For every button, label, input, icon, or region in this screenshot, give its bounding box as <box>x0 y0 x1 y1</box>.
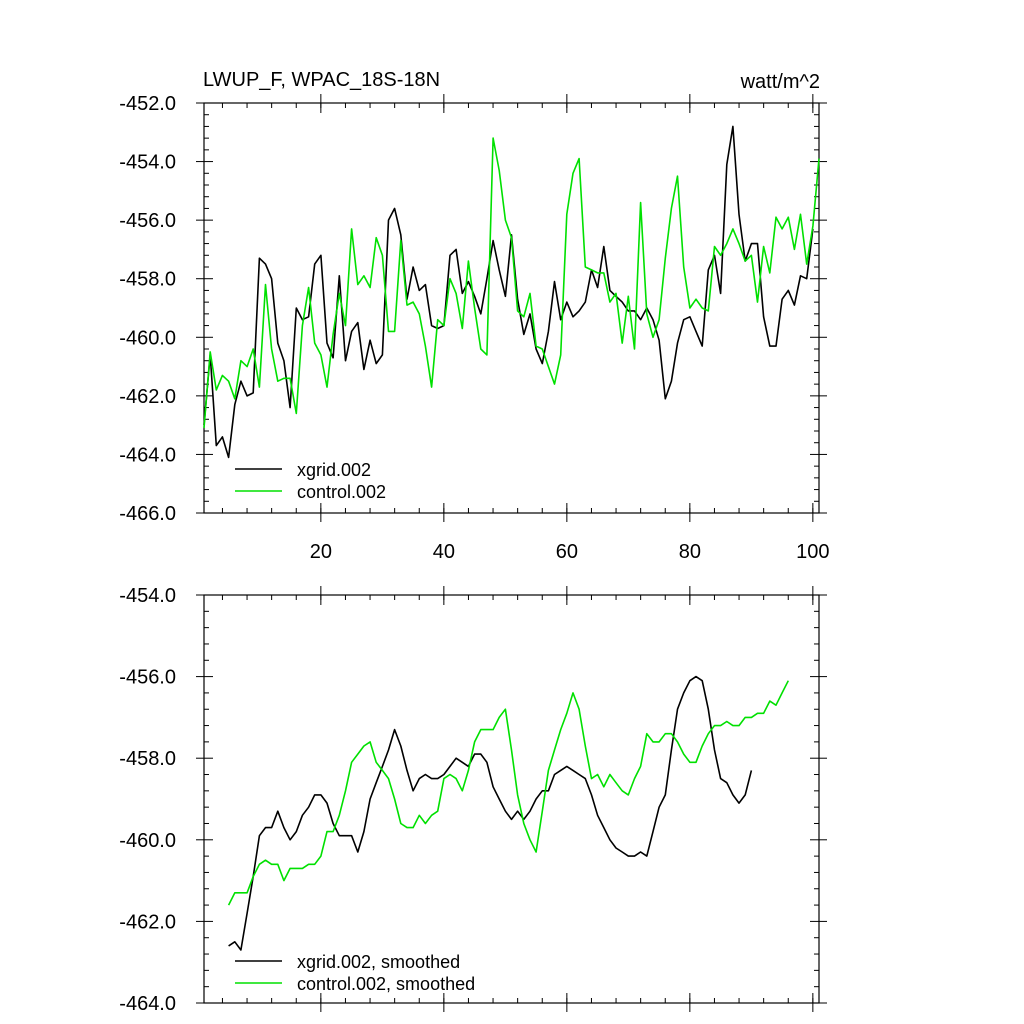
y-tick-labels: -454.0 -456.0 -458.0 -460.0 -462.0 -464.0 <box>119 585 176 1015</box>
y-tick-label: -454.0 <box>119 585 176 607</box>
x-tick-label: 60 <box>556 541 578 563</box>
y-tick-label: -464.0 <box>119 993 176 1015</box>
units-label: watt/m^2 <box>740 71 820 93</box>
tick-marks <box>196 94 827 522</box>
y-tick-label: -456.0 <box>119 667 176 689</box>
y-tick-label: -458.0 <box>119 748 176 770</box>
series-line-control-002-smoothed <box>227 680 790 906</box>
x-tick-labels: 20 40 60 80 100 <box>310 541 830 563</box>
plot-frame <box>203 102 820 514</box>
legend-label-xgrid: xgrid.002 <box>297 460 371 480</box>
y-tick-label: -456.0 <box>119 210 176 232</box>
y-tick-label: -452.0 <box>119 93 176 115</box>
y-tick-labels: -452.0 -454.0 -456.0 -458.0 -460.0 -462.0 -464… <box>119 93 176 525</box>
y-tick-label: -454.0 <box>119 152 176 174</box>
x-tick-label: 100 <box>796 541 829 563</box>
y-tick-label: -464.0 <box>119 444 176 466</box>
y-tick-label: -458.0 <box>119 269 176 291</box>
chart-title: LWUP_F, WPAC_18S-18N <box>203 69 440 91</box>
legend: xgrid.002, smoothed control.002, smoothe… <box>235 952 475 994</box>
x-tick-label: 20 <box>310 541 332 563</box>
legend-label-xgrid-smoothed: xgrid.002, smoothed <box>297 952 460 972</box>
y-tick-label: -462.0 <box>119 911 176 933</box>
bottom-panel: -454.0 -456.0 -458.0 -460.0 -462.0 -464.0 xgr… <box>119 585 827 1015</box>
series-line-xgrid-002 <box>203 125 814 459</box>
series-lines <box>227 675 790 951</box>
x-tick-label: 80 <box>679 541 701 563</box>
x-tick-label: 40 <box>433 541 455 563</box>
legend-label-control: control.002 <box>297 482 386 502</box>
series-lines <box>203 125 820 459</box>
top-panel: LWUP_F, WPAC_18S-18N watt/m^2 -452.0 -454… <box>119 69 829 563</box>
legend: xgrid.002 control.002 <box>235 460 386 502</box>
plot-frame <box>203 594 820 1004</box>
series-line-control-002 <box>203 137 820 429</box>
y-tick-label: -460.0 <box>119 830 176 852</box>
tick-marks <box>196 586 827 1012</box>
y-tick-label: -466.0 <box>119 503 176 525</box>
series-line-xgrid-002-smoothed <box>228 675 753 951</box>
legend-label-control-smoothed: control.002, smoothed <box>297 974 475 994</box>
y-tick-label: -462.0 <box>119 386 176 408</box>
y-tick-label: -460.0 <box>119 327 176 349</box>
